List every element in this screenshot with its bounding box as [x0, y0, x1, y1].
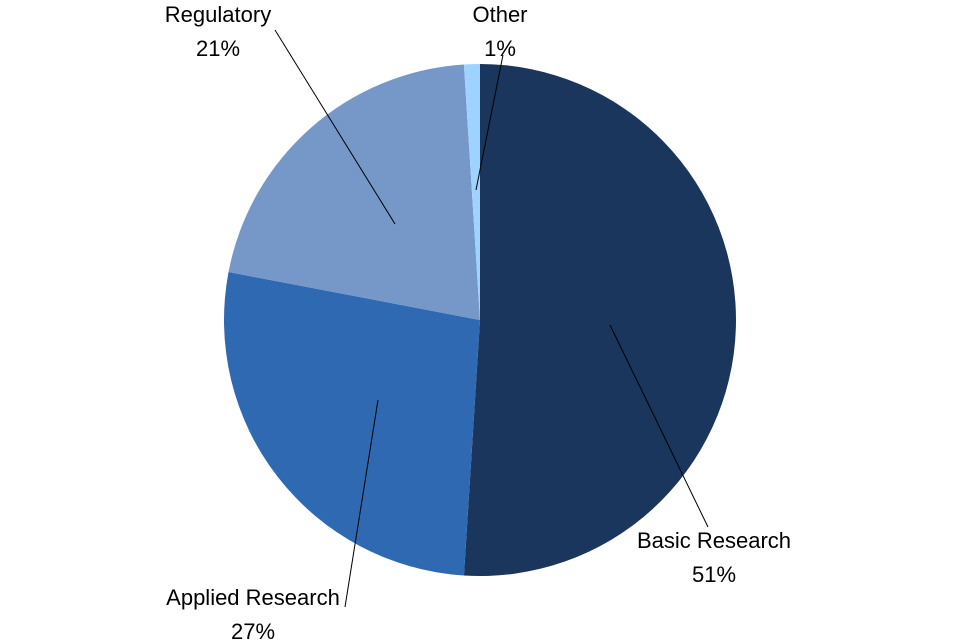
- pie-slice-basic-research: [463, 64, 737, 577]
- slice-value-label: 27%: [231, 619, 275, 640]
- pie-slices: [223, 64, 737, 577]
- slice-label: Basic Research: [637, 528, 791, 553]
- leader-line: [475, 54, 504, 191]
- pie-leader-lines: [274, 29, 709, 608]
- slice-value-label: 21%: [196, 36, 240, 61]
- leader-line: [609, 324, 709, 528]
- slice-value-label: 1%: [484, 36, 516, 61]
- slice-label: Other: [472, 2, 527, 27]
- pie-slice-other: [463, 64, 480, 320]
- slice-label: Applied Research: [166, 585, 340, 610]
- leader-line: [274, 29, 396, 225]
- slice-value-label: 51%: [692, 562, 736, 587]
- leader-line: [344, 399, 379, 608]
- pie-labels: Basic Research 51% Applied Research 27% Regu…: [165, 2, 791, 640]
- pie-slice-regulatory: [228, 64, 480, 320]
- pie-slice-applied-research: [223, 272, 480, 576]
- slice-label: Regulatory: [165, 2, 271, 27]
